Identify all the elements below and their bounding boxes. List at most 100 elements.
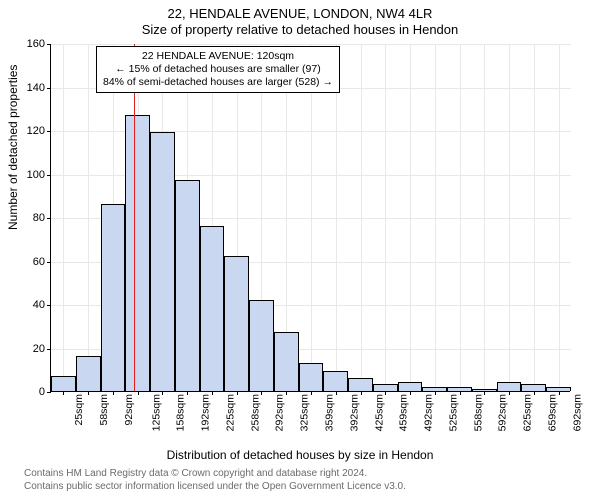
ytick-mark [47,175,51,176]
gridline-v [435,44,436,392]
histogram-bar [150,132,175,391]
histogram-bar [125,115,150,391]
ytick-label: 20 [33,343,45,355]
gridline-v [385,44,386,392]
xtick-mark [237,391,238,395]
histogram-bar [323,371,348,391]
xtick-label: 459sqm [398,394,410,431]
histogram-bar [175,180,200,391]
gridline-v [484,44,485,392]
xtick-label: 625sqm [522,394,534,431]
gridline-v [410,44,411,392]
xtick-label: 359sqm [324,394,336,431]
xtick-mark [286,391,287,395]
histogram-bar [274,332,299,391]
histogram-bar [224,256,249,391]
ytick-mark [47,131,51,132]
ytick-mark [47,44,51,45]
xtick-mark [113,391,114,395]
xtick-mark [385,391,386,395]
histogram-bar [249,300,274,391]
xtick-label: 225sqm [225,394,237,431]
xtick-label: 492sqm [423,394,435,431]
footer-line1: Contains HM Land Registry data © Crown c… [24,468,590,481]
annotation-line: ← 15% of detached houses are smaller (97… [103,63,333,76]
x-axis-label: Distribution of detached houses by size … [0,448,600,462]
xtick-mark [63,391,64,395]
annotation-line: 84% of semi-detached houses are larger (… [103,76,333,89]
ytick-label: 160 [27,38,45,50]
xtick-label: 592sqm [497,394,509,431]
histogram-bar [398,382,423,391]
xtick-label: 392sqm [348,394,360,431]
xtick-mark [559,391,560,395]
ytick-mark [47,88,51,89]
ytick-mark [47,305,51,306]
footer-attribution: Contains HM Land Registry data © Crown c… [24,468,590,493]
xtick-label: 325sqm [299,394,311,431]
ytick-label: 60 [33,256,45,268]
ytick-label: 140 [27,82,45,94]
xtick-label: 25sqm [73,394,85,426]
xtick-label: 558sqm [472,394,484,431]
ytick-label: 80 [33,212,45,224]
xtick-label: 125sqm [150,394,162,431]
xtick-mark [460,391,461,395]
ytick-label: 120 [27,125,45,137]
ytick-mark [47,349,51,350]
xtick-label: 659sqm [547,394,559,431]
xtick-label: 692sqm [571,394,583,431]
xtick-mark [88,391,89,395]
xtick-mark [261,391,262,395]
gridline-v [534,44,535,392]
ytick-mark [47,262,51,263]
ytick-label: 100 [27,169,45,181]
chart-title-line1: 22, HENDALE AVENUE, LONDON, NW4 4LR [0,6,600,21]
footer-line2: Contains public sector information licen… [24,481,590,494]
xtick-label: 258sqm [249,394,261,431]
xtick-mark [212,391,213,395]
gridline-v [361,44,362,392]
xtick-mark [162,391,163,395]
xtick-mark [435,391,436,395]
xtick-label: 425sqm [373,394,385,431]
gridline-v [63,44,64,392]
gridline-v [509,44,510,392]
histogram-bar [348,378,373,391]
chart-title-line2: Size of property relative to detached ho… [0,22,600,37]
xtick-mark [534,391,535,395]
ytick-mark [47,392,51,393]
xtick-mark [484,391,485,395]
histogram-bar [200,226,225,391]
ytick-label: 0 [39,386,45,398]
annotation-box: 22 HENDALE AVENUE: 120sqm← 15% of detach… [96,46,340,93]
xtick-label: 58sqm [98,394,110,426]
xtick-mark [138,391,139,395]
xtick-mark [187,391,188,395]
xtick-label: 292sqm [274,394,286,431]
property-marker-line [134,44,135,391]
xtick-mark [336,391,337,395]
y-axis-label: Number of detached properties [6,65,20,230]
gridline-v [559,44,560,392]
xtick-mark [311,391,312,395]
histogram-bar [51,376,76,391]
xtick-label: 192sqm [200,394,212,431]
ytick-label: 40 [33,299,45,311]
histogram-bar [299,363,324,391]
xtick-label: 525sqm [447,394,459,431]
xtick-mark [361,391,362,395]
gridline-v [336,44,337,392]
xtick-label: 92sqm [123,394,135,426]
gridline-v [311,44,312,392]
histogram-bar [76,356,101,391]
xtick-label: 158sqm [175,394,187,431]
histogram-bar [497,382,522,391]
ytick-mark [47,218,51,219]
gridline-v [88,44,89,392]
gridline-v [460,44,461,392]
xtick-mark [509,391,510,395]
plot-area: 02040608010012014016025sqm58sqm92sqm125s… [50,44,570,392]
histogram-bar [101,204,126,391]
annotation-line: 22 HENDALE AVENUE: 120sqm [103,50,333,63]
